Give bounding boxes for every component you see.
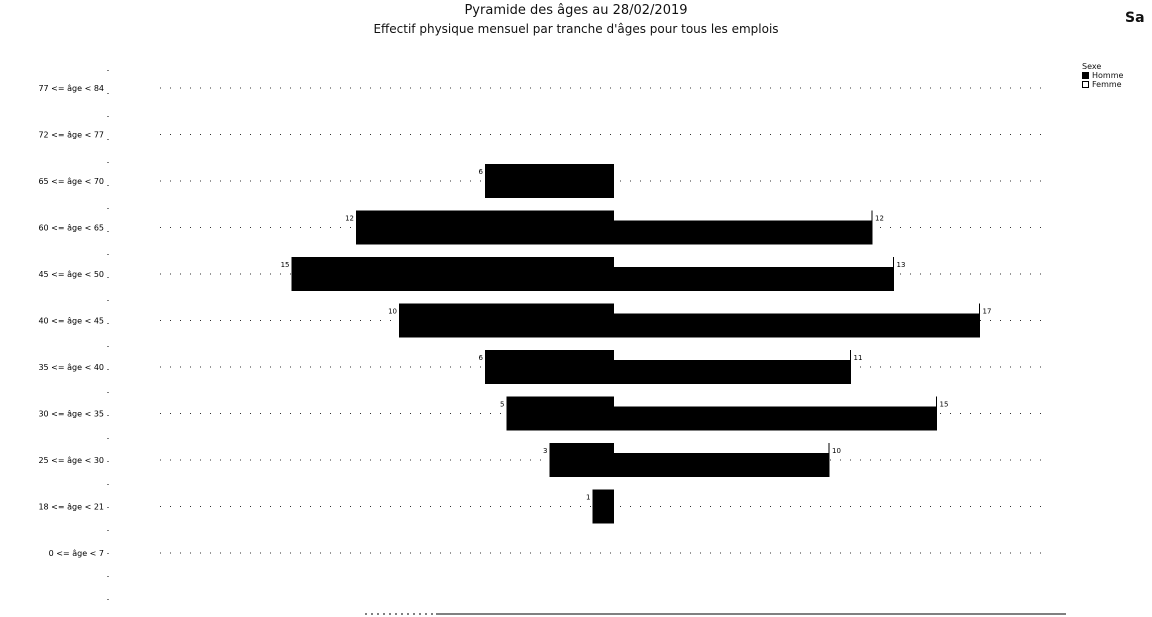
category-label: 77 <= âge < 84 [38,84,104,93]
bar-homme [506,396,614,431]
bar-femme [614,360,851,384]
bar-femme [614,406,937,431]
category-label: 65 <= âge < 70 [38,177,104,186]
category-label: 40 <= âge < 45 [38,317,104,326]
data-label-homme: 5 [500,401,504,409]
bar-homme [592,489,614,524]
data-label-homme: 6 [479,354,484,362]
category-label: 30 <= âge < 35 [38,410,104,419]
data-label-femme: 13 [897,261,906,269]
bar-femme [614,220,872,245]
category-label: 35 <= âge < 40 [38,363,104,372]
legend-label-femme: Femme [1092,80,1122,89]
category-label: 60 <= âge < 65 [38,224,104,233]
bar-homme [485,164,614,198]
legend-swatch-homme [1082,72,1089,79]
data-label-femme: 10 [832,447,841,455]
data-label-homme: 10 [388,308,397,316]
legend-header: Sexe [1082,62,1102,71]
bar-homme [356,210,614,245]
category-label: 72 <= âge < 77 [38,131,104,140]
chart-subtitle: Effectif physique mensuel par tranche d'… [373,22,779,36]
chart-title: Pyramide des âges au 28/02/2019 [464,3,688,18]
data-label-homme: 1 [586,494,590,502]
data-label-femme: 17 [983,308,992,316]
bar-femme [614,313,980,338]
legend: Sexe Homme Femme [1082,62,1123,89]
bar-femme [614,267,894,291]
data-label-homme: 6 [479,168,484,176]
bar-homme [291,257,614,291]
category-label: 0 <= âge < 7 [49,549,104,558]
bar-femme [614,453,829,477]
category-label: 45 <= âge < 50 [38,270,104,279]
legend-label-homme: Homme [1092,71,1124,80]
data-label-homme: 15 [281,261,290,269]
data-label-homme: 12 [345,215,354,223]
legend-item-femme: Femme [1082,80,1123,89]
bar-homme [549,443,614,477]
category-label: 18 <= âge < 21 [38,503,104,512]
data-label-femme: 15 [940,401,949,409]
category-label: 25 <= âge < 30 [38,456,104,465]
bar-homme [399,303,614,338]
corner-label: Sa [1125,10,1145,26]
data-label-femme: 12 [875,215,884,223]
data-label-femme: 11 [854,354,863,362]
legend-swatch-femme [1082,81,1089,88]
bar-homme [485,350,614,384]
legend-item-homme: Homme [1082,71,1123,80]
data-label-homme: 3 [543,447,547,455]
